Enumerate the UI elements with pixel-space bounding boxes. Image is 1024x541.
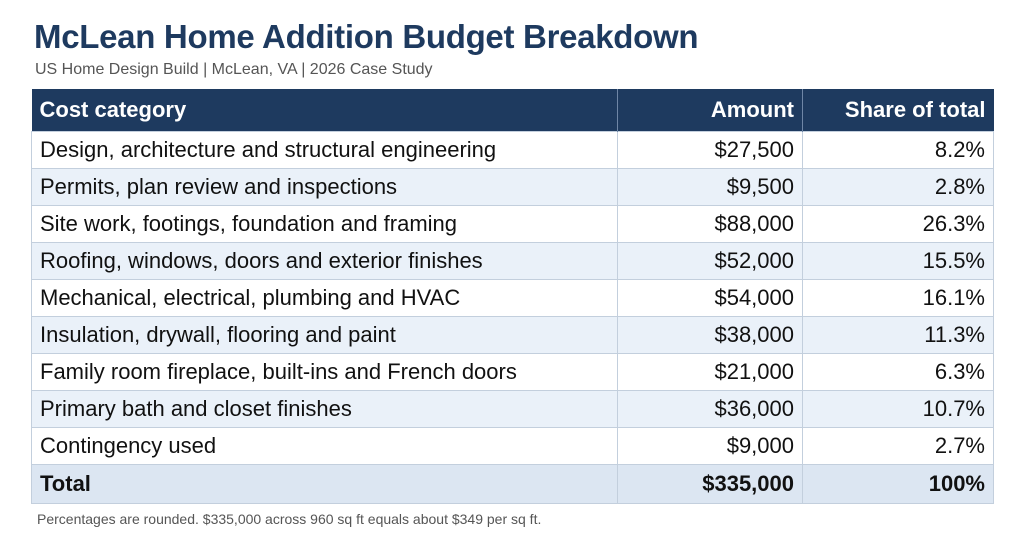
total-label: Total (31, 464, 618, 504)
total-amount: $335,000 (617, 464, 803, 504)
cell-share: 16.1% (802, 279, 994, 317)
cell-category: Family room fireplace, built-ins and Fre… (31, 353, 618, 391)
total-share: 100% (802, 464, 994, 504)
total-row: Total $335,000 100% (31, 464, 994, 504)
cell-share: 8.2% (802, 131, 994, 169)
table-row: Mechanical, electrical, plumbing and HVA… (31, 279, 994, 317)
cell-share: 2.7% (802, 427, 994, 465)
cell-amount: $88,000 (617, 205, 803, 243)
cell-share: 10.7% (802, 390, 994, 428)
cell-share: 2.8% (802, 168, 994, 206)
cell-amount: $54,000 (617, 279, 803, 317)
cell-category: Primary bath and closet finishes (31, 390, 618, 428)
table-row: Primary bath and closet finishes $36,000… (31, 390, 994, 428)
footnote: Percentages are rounded. $335,000 across… (37, 511, 542, 527)
table-row: Permits, plan review and inspections $9,… (31, 168, 994, 206)
cell-amount: $9,000 (617, 427, 803, 465)
table-row: Site work, footings, foundation and fram… (31, 205, 994, 243)
table-row: Insulation, drywall, flooring and paint … (31, 316, 994, 354)
column-header-amount: Amount (617, 89, 803, 132)
cell-amount: $21,000 (617, 353, 803, 391)
cell-amount: $27,500 (617, 131, 803, 169)
cell-amount: $36,000 (617, 390, 803, 428)
column-header-share: Share of total (802, 89, 994, 132)
cell-category: Insulation, drywall, flooring and paint (31, 316, 618, 354)
cell-share: 15.5% (802, 242, 994, 280)
cell-amount: $52,000 (617, 242, 803, 280)
table-header-row: Cost category Amount Share of total (31, 89, 994, 132)
cell-share: 6.3% (802, 353, 994, 391)
column-header-category: Cost category (31, 89, 618, 132)
table-row: Family room fireplace, built-ins and Fre… (31, 353, 994, 391)
cell-share: 11.3% (802, 316, 994, 354)
page-subtitle: US Home Design Build | McLean, VA | 2026… (35, 61, 433, 78)
cell-category: Mechanical, electrical, plumbing and HVA… (31, 279, 618, 317)
cell-category: Design, architecture and structural engi… (31, 131, 618, 169)
cell-amount: $38,000 (617, 316, 803, 354)
table-row: Roofing, windows, doors and exterior fin… (31, 242, 994, 280)
page-title: McLean Home Addition Budget Breakdown (34, 18, 699, 55)
cell-amount: $9,500 (617, 168, 803, 206)
cell-category: Contingency used (31, 427, 618, 465)
cell-share: 26.3% (802, 205, 994, 243)
cell-category: Site work, footings, foundation and fram… (31, 205, 618, 243)
table-row: Contingency used $9,000 2.7% (31, 427, 994, 465)
cell-category: Roofing, windows, doors and exterior fin… (31, 242, 618, 280)
cell-category: Permits, plan review and inspections (31, 168, 618, 206)
budget-table: Cost category Amount Share of total Desi… (31, 89, 994, 504)
table-row: Design, architecture and structural engi… (31, 131, 994, 169)
